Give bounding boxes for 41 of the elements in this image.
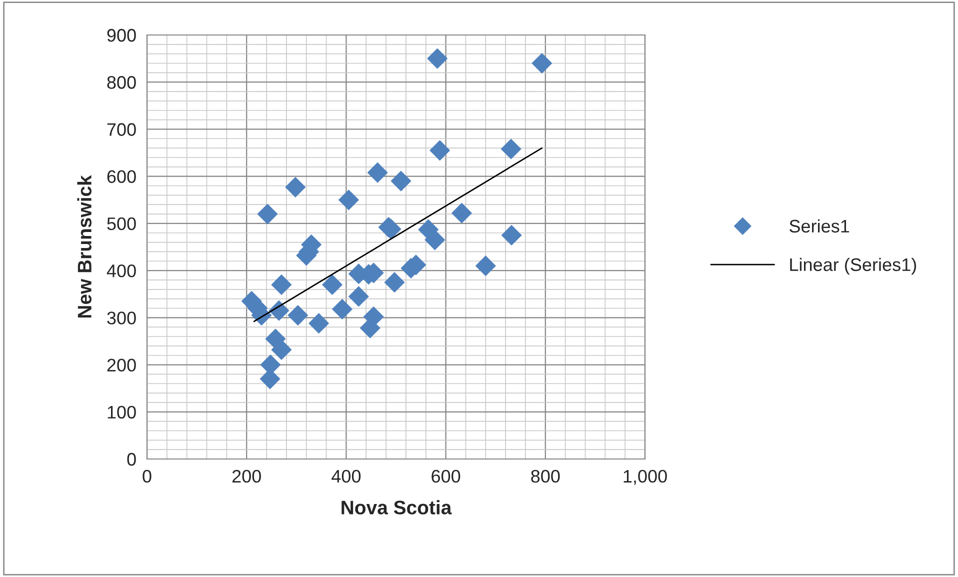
point (475, 256, 496, 276)
point (424, 230, 446, 250)
legend-label: Series1 (790, 219, 850, 233)
y-tick-label: 500 (107, 217, 136, 230)
point (367, 162, 388, 183)
x-tick-label: 600 (432, 470, 460, 483)
point (451, 202, 472, 224)
point (501, 224, 522, 246)
point (257, 204, 278, 224)
point (390, 170, 412, 192)
point (500, 138, 522, 160)
point (338, 190, 359, 210)
x-axis-title: Nova Scotia (342, 500, 452, 514)
point (271, 339, 292, 360)
x-tick-label: 200 (232, 470, 261, 483)
point (430, 140, 450, 161)
point (427, 48, 448, 69)
point (308, 313, 330, 334)
y-tick-label: 600 (107, 170, 136, 184)
y-tick-label: 700 (107, 123, 136, 136)
point (285, 176, 306, 198)
point (322, 274, 343, 295)
y-tick-label: 800 (107, 76, 136, 89)
x-tick-label: 400 (332, 470, 361, 483)
point (384, 272, 405, 293)
y-tick-label: 100 (108, 406, 136, 419)
point (348, 286, 369, 307)
y-tick-label: 300 (107, 312, 136, 324)
point (332, 298, 353, 320)
y-tick-label: 0 (127, 452, 136, 466)
point (271, 274, 292, 295)
y-axis-title: New Brunswick (77, 175, 92, 318)
y-tick-label: 900 (107, 28, 136, 42)
x-tick-label: 1,000 (624, 470, 667, 485)
x-tick-label: 0 (142, 470, 152, 483)
point (532, 52, 552, 74)
point (288, 305, 308, 326)
x-tick-label: 800 (531, 470, 560, 483)
y-tick-label: 200 (107, 358, 136, 372)
legend-label: Linear (Series1) (790, 258, 916, 275)
y-tick-label: 400 (106, 264, 136, 278)
